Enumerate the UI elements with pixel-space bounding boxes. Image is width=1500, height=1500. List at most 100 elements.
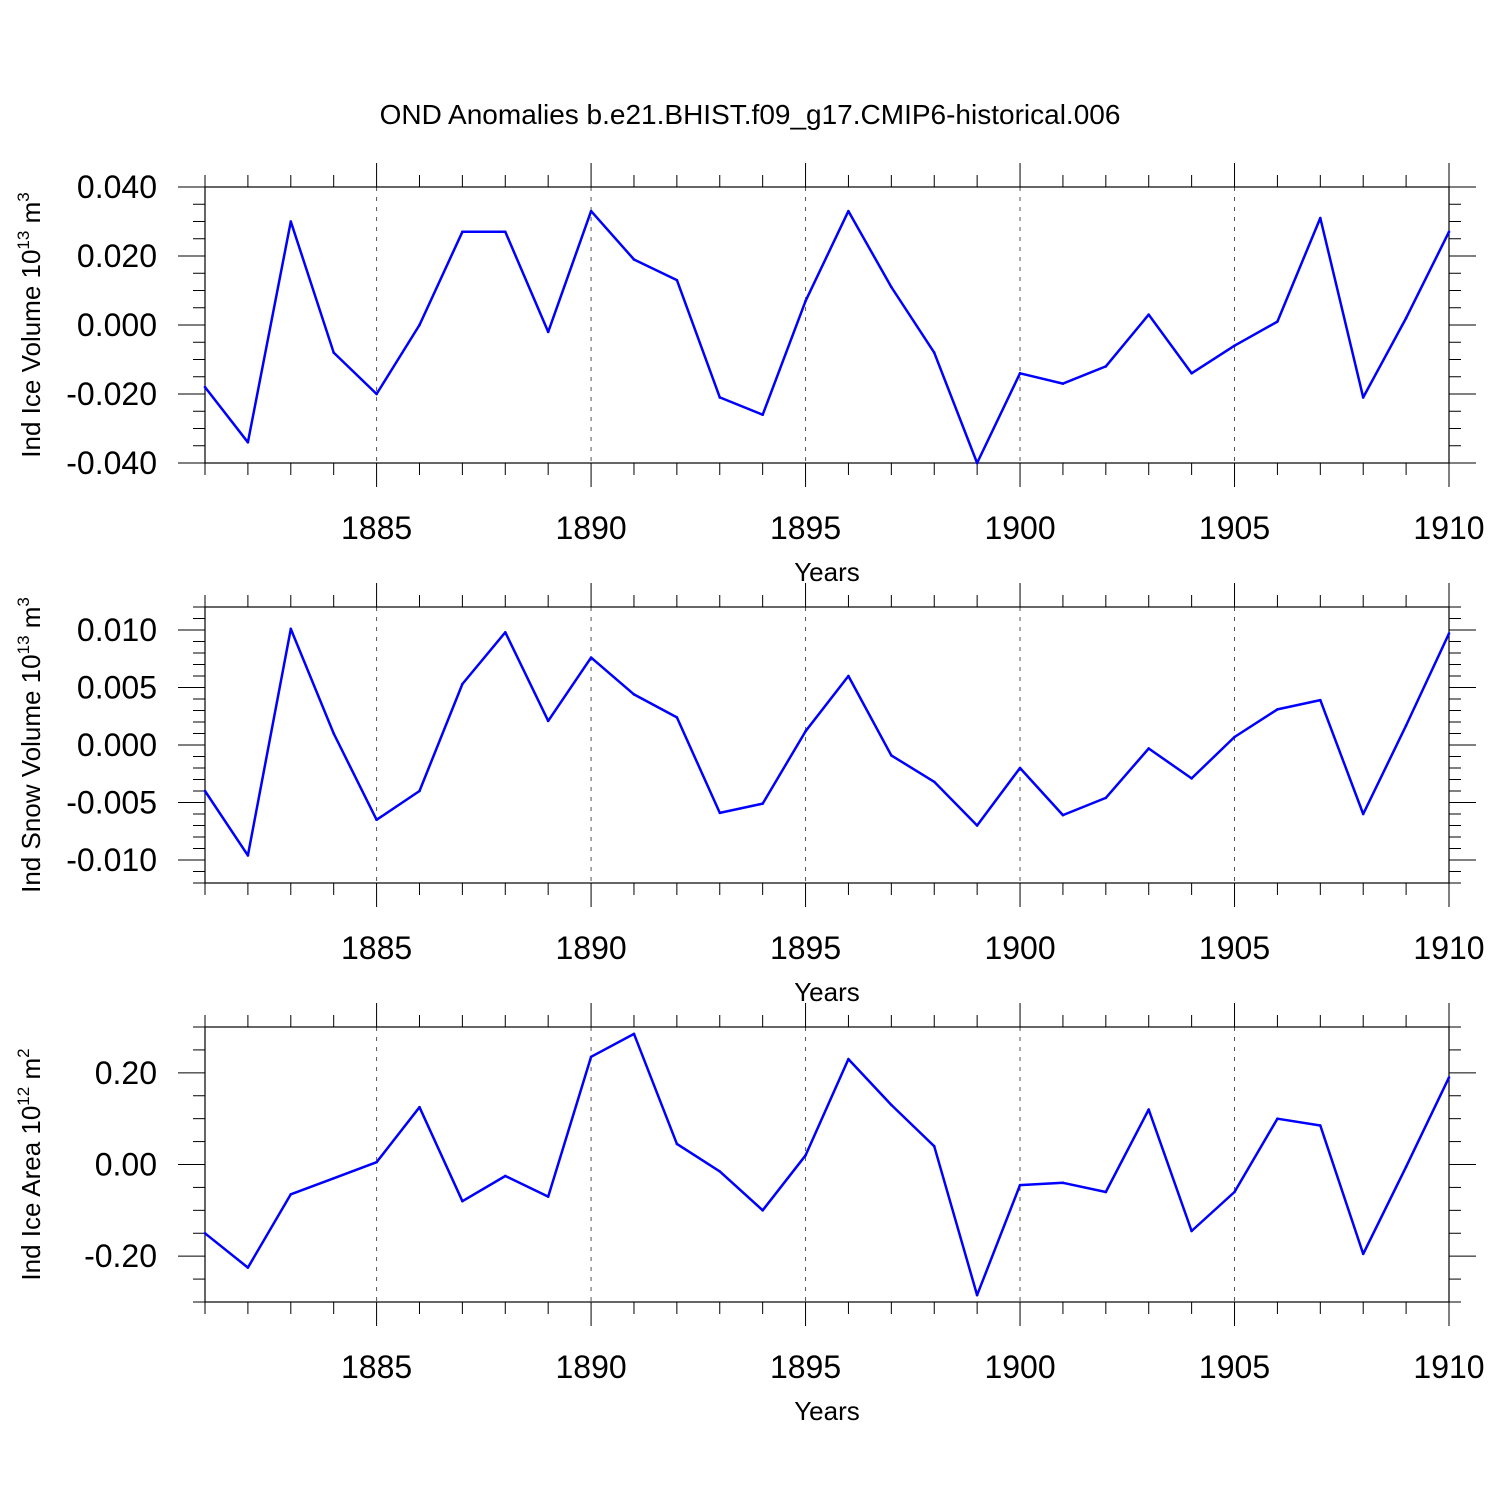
data-point bbox=[289, 1192, 293, 1196]
y-tick-label: -0.010 bbox=[66, 842, 157, 878]
data-point bbox=[1061, 813, 1065, 817]
data-point bbox=[1361, 1252, 1365, 1256]
x-tick-label: 1910 bbox=[1413, 930, 1484, 966]
y-tick-label: -0.20 bbox=[84, 1238, 157, 1274]
y-tick-label: 0.000 bbox=[77, 307, 157, 343]
data-point bbox=[1447, 1076, 1451, 1079]
data-point bbox=[1061, 1181, 1065, 1185]
plot-frame bbox=[204, 606, 1450, 884]
data-point bbox=[375, 818, 378, 822]
data-point bbox=[975, 824, 979, 827]
data-point bbox=[1319, 216, 1322, 220]
data-point bbox=[932, 1144, 936, 1148]
y-tick-label: 0.010 bbox=[77, 612, 157, 648]
data-point bbox=[1018, 372, 1022, 375]
data-point bbox=[804, 1154, 807, 1157]
data-point bbox=[1404, 1165, 1408, 1169]
y-axis-title: Ind Snow Volume 1013 m3 bbox=[14, 597, 46, 893]
data-point bbox=[1147, 313, 1151, 316]
y-tick-label: 0.020 bbox=[77, 238, 157, 274]
data-point bbox=[546, 1195, 550, 1198]
data-point bbox=[418, 323, 421, 327]
x-tick-label: 1910 bbox=[1413, 510, 1484, 546]
data-point bbox=[246, 854, 250, 857]
x-tick-label: 1895 bbox=[770, 1349, 841, 1385]
data-point bbox=[246, 441, 250, 444]
x-tick-label: 1910 bbox=[1413, 1349, 1484, 1385]
panel-snow-volume: 0.010 0.005 0.000 -0.005 -0.010 1885 1890 1895 1… bbox=[14, 583, 1485, 1007]
data-point bbox=[203, 385, 207, 389]
data-point bbox=[675, 1142, 679, 1146]
data-point bbox=[804, 299, 807, 303]
x-tick-label: 1905 bbox=[1199, 1349, 1270, 1385]
data-point bbox=[1147, 1108, 1151, 1111]
data-point bbox=[975, 1293, 979, 1297]
x-tick-label: 1885 bbox=[341, 1349, 412, 1385]
data-point bbox=[1147, 747, 1151, 750]
x-tick-label: 1885 bbox=[341, 510, 412, 546]
data-point bbox=[847, 209, 850, 213]
x-tick-label: 1895 bbox=[770, 930, 841, 966]
data-point bbox=[718, 1170, 722, 1173]
data-point bbox=[503, 230, 507, 234]
data-point bbox=[418, 789, 421, 793]
x-tick-label: 1895 bbox=[770, 510, 841, 546]
data-point bbox=[632, 693, 636, 696]
data-point bbox=[332, 732, 335, 735]
data-point bbox=[375, 392, 378, 396]
data-point bbox=[804, 729, 807, 733]
data-point bbox=[1276, 1117, 1279, 1120]
data-point bbox=[332, 1176, 335, 1180]
data-point bbox=[975, 461, 979, 465]
data-point bbox=[546, 330, 550, 334]
x-tick-label: 1885 bbox=[341, 930, 412, 966]
y-tick-label: 0.000 bbox=[77, 727, 157, 763]
panel-ice-area: 0.20 0.00 -0.20 1885 1890 1895 1900 1905 1910 Yea… bbox=[14, 1003, 1485, 1426]
data-point bbox=[675, 278, 679, 282]
series-line bbox=[203, 627, 1451, 857]
data-point bbox=[1319, 698, 1322, 702]
data-point bbox=[1447, 632, 1451, 635]
y-tick-label: -0.005 bbox=[66, 785, 157, 821]
data-point bbox=[890, 754, 893, 757]
data-point bbox=[632, 1032, 636, 1036]
y-tick-label: 0.20 bbox=[95, 1055, 157, 1091]
data-point bbox=[718, 811, 722, 815]
plot-frame bbox=[204, 186, 1450, 464]
panel-ice-volume: 0.040 0.020 0.000 -0.020 -0.040 1885 1890 1895 1… bbox=[14, 163, 1485, 587]
data-point bbox=[461, 682, 464, 686]
plot-frame bbox=[204, 1026, 1450, 1303]
y-axis-title: Ind Ice Volume 1013 m3 bbox=[14, 192, 46, 457]
data-point bbox=[375, 1160, 378, 1164]
data-point bbox=[1361, 812, 1365, 816]
data-point bbox=[1104, 365, 1108, 368]
panels: 0.040 0.020 0.000 -0.020 -0.040 1885 1890 1895 1… bbox=[14, 163, 1485, 1426]
data-point bbox=[589, 209, 593, 213]
data-point bbox=[1447, 230, 1451, 234]
x-axis-title: Years bbox=[794, 1396, 860, 1426]
data-point bbox=[632, 258, 636, 261]
y-tick-label: 0.00 bbox=[95, 1147, 157, 1183]
x-tick-label: 1905 bbox=[1199, 930, 1270, 966]
data-point bbox=[1319, 1124, 1322, 1127]
data-point bbox=[589, 1055, 593, 1059]
x-tick-label: 1890 bbox=[555, 510, 626, 546]
x-tick-label: 1890 bbox=[555, 930, 626, 966]
data-point bbox=[890, 285, 893, 289]
data-point bbox=[1104, 796, 1108, 800]
data-point bbox=[589, 656, 593, 659]
data-point bbox=[1276, 708, 1279, 711]
data-point bbox=[1190, 372, 1193, 375]
data-point bbox=[890, 1103, 893, 1107]
data-point bbox=[718, 396, 722, 399]
x-axis-title: Years bbox=[794, 557, 860, 587]
data-point bbox=[1404, 724, 1408, 727]
data-point bbox=[418, 1105, 421, 1109]
figure-title: OND Anomalies b.e21.BHIST.f09_g17.CMIP6-… bbox=[380, 99, 1121, 130]
x-tick-label: 1900 bbox=[984, 930, 1055, 966]
y-tick-label: 0.040 bbox=[77, 169, 157, 205]
data-point bbox=[761, 413, 764, 417]
data-point bbox=[289, 220, 293, 223]
y-tick-label: -0.040 bbox=[66, 445, 157, 481]
